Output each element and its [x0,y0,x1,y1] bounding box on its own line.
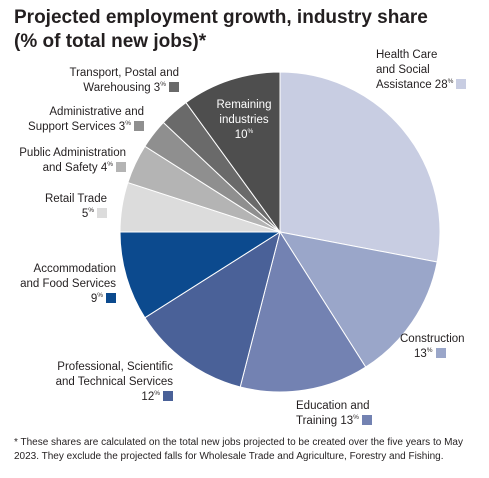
chart-title: Projected employment growth, industry sh… [14,6,484,54]
label-public-admin-line-2: and Safety 4 [42,162,108,174]
chart-title-line-1: Projected employment growth, industry sh… [14,7,428,28]
label-transport-line-1: Transport, Postal and [69,67,179,79]
label-remaining-line-1: Remaining [216,99,272,111]
label-education-line-1: Education and [296,400,370,412]
label-professional-line-3: 12 [141,391,155,403]
legend-swatch-retail [97,208,107,218]
label-remaining: Remaining industries 10% [206,98,282,143]
label-transport: Transport, Postal and Warehousing 3% [69,66,179,96]
label-remaining-unit: % [247,128,254,136]
label-admin-support-line-2: Support Services 3 [28,121,126,133]
label-admin-support: Administrative and Support Services 3% [28,105,144,135]
chart-title-line-2: (% of total new jobs)* [14,31,207,52]
label-accommodation-line-2: and Food Services [20,278,116,290]
legend-swatch-construction [435,348,446,358]
label-education-line-2: Training 13 [296,415,354,427]
label-accommodation-unit: % [97,292,103,300]
label-accommodation: Accommodation and Food Services 9% [20,262,116,307]
legend-swatch-accommodation [106,293,116,303]
legend-swatch-public-admin [116,162,126,172]
footnote: * These shares are calculated on the tot… [14,437,463,462]
pie-slice-education [239,230,367,393]
label-retail-unit: % [88,207,94,215]
label-construction-line-1: Construction [400,333,465,345]
label-health-care-line-1: Health Care [376,49,438,61]
legend-swatch-admin-support [134,121,144,131]
label-construction-line-2: 13 [414,348,427,360]
label-health-care-unit: % [447,78,454,86]
label-transport-line-2: Warehousing 3 [83,82,161,94]
label-retail: Retail Trade 5% [45,192,107,222]
label-remaining-line-3: 10 [234,129,248,141]
label-professional-line-1: Professional, Scientific [57,361,173,373]
label-accommodation-line-1: Accommodation [33,263,116,275]
label-construction-unit: % [426,347,433,355]
label-admin-support-unit: % [125,120,131,128]
label-construction: Construction 13% [400,332,465,362]
pie-slices [119,71,441,393]
label-retail-line-1: Retail Trade [44,193,107,205]
label-retail-line-2: 5 [81,208,89,220]
label-health-care-line-2: and Social [376,64,430,76]
pie-slice-accommodation [119,231,282,319]
label-accommodation-line-3: 9 [90,293,98,305]
label-professional: Professional, Scientific and Technical S… [56,360,173,405]
label-transport-unit: % [160,81,166,89]
legend-swatch-education [361,415,372,425]
label-health-care-line-3: Assistance 28 [376,79,448,91]
pie-slice-professional [144,230,281,388]
legend-swatch-health-care [456,79,467,89]
label-professional-line-2: and Technical Services [55,376,173,388]
legend-swatch-transport [169,82,179,92]
label-professional-unit: % [154,390,160,398]
label-remaining-line-2: industries [219,114,269,126]
pie-slice-construction [278,231,438,368]
label-public-admin: Public Administration and Safety 4% [19,146,126,176]
pie-slice-remaining [185,71,281,234]
label-education-unit: % [353,414,359,422]
label-health-care: Health Care and Social Assistance 28% [376,48,467,93]
legend-swatch-professional [163,391,173,401]
label-education: Education and Training 13% [296,399,372,429]
label-public-admin-unit: % [107,161,113,169]
pie-slice-health-care [279,71,441,263]
label-public-admin-line-1: Public Administration [19,147,126,159]
label-admin-support-line-1: Administrative and [49,106,144,118]
